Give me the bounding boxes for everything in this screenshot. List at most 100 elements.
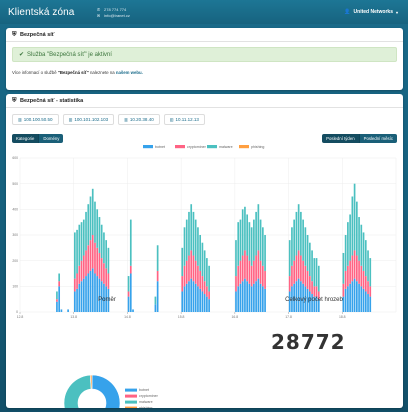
bar-botnet: [58, 286, 61, 312]
bar-cryptominer: [344, 270, 347, 289]
bar-botnet: [295, 281, 298, 312]
bar-botnet: [103, 283, 105, 312]
total-threats-value: 28772: [271, 330, 346, 354]
bar-malware: [78, 224, 81, 266]
bar-cryptominer: [185, 260, 188, 284]
tab-categories[interactable]: Kategorie: [12, 134, 40, 143]
bar-cryptominer: [201, 276, 204, 292]
top-navbar: Klientská zóna ✆ 278 774 774 ✉ info@Iran…: [0, 0, 408, 24]
bar-malware: [257, 204, 260, 251]
bar-botnet: [197, 286, 199, 312]
bar-malware: [206, 258, 208, 287]
bar-malware: [183, 227, 186, 266]
stats-panel-header: ⛨ Bezpečná síť - statistika: [6, 94, 403, 108]
bar-malware: [367, 250, 369, 282]
pie-legend-swatch: [125, 400, 137, 404]
bar-cryptominer: [358, 260, 360, 284]
bar-chart-icon: ▥: [124, 117, 128, 122]
bar-botnet: [78, 283, 81, 312]
chart-controls: Kategorie Domény Poslední týden Poslední…: [12, 131, 397, 143]
bar-cryptominer: [127, 291, 130, 297]
bar-cryptominer: [76, 273, 78, 289]
bar-cryptominer: [199, 270, 202, 289]
bar-cryptominer: [241, 255, 244, 282]
pie-legend-swatch: [125, 394, 137, 398]
bar-cryptominer: [244, 250, 246, 279]
bar-malware: [96, 209, 99, 248]
ip-button[interactable]: ▥ 10.11.12.13: [163, 114, 205, 125]
bar-malware: [73, 232, 76, 279]
chevron-down-icon: ▾: [395, 9, 398, 15]
y-tick-label: 600: [12, 156, 18, 160]
bar-botnet: [257, 278, 260, 312]
info-middle: naleznete na: [88, 70, 116, 75]
bar-malware: [87, 204, 90, 246]
bar-botnet: [306, 288, 309, 312]
period-last-week[interactable]: Poslední týden: [322, 134, 360, 143]
phone-number: 278 774 774: [104, 6, 127, 12]
bar-malware: [246, 214, 249, 256]
bar-malware: [244, 206, 246, 251]
bar-cryptominer: [194, 260, 197, 284]
ip-button[interactable]: ▥ 100.100.50.50: [12, 114, 59, 125]
bar-malware: [253, 219, 255, 261]
ip-label: 10.11.12.13: [175, 117, 199, 122]
bar-cryptominer: [192, 255, 195, 282]
bar-botnet: [154, 304, 157, 312]
bar-malware: [259, 219, 262, 261]
bar-cryptominer: [342, 283, 345, 297]
bar-cryptominer: [78, 265, 81, 284]
x-tick-label: 12.8: [17, 315, 24, 319]
bar-cryptominer: [206, 286, 208, 297]
bar-malware: [197, 227, 199, 266]
bar-malware: [194, 219, 197, 261]
info-prefix: Více informací o službě: [12, 70, 58, 75]
bar-botnet: [127, 296, 130, 312]
web-link[interactable]: našem webu.: [115, 70, 143, 75]
bar-malware: [82, 219, 85, 256]
bar-cryptominer: [237, 265, 240, 287]
y-tick-label: 100: [12, 285, 18, 289]
brand-title[interactable]: Klientská zóna: [8, 6, 75, 18]
tab-domains[interactable]: Domény: [39, 134, 64, 143]
bar-botnet: [248, 283, 251, 312]
period-last-month[interactable]: Poslední měsíc: [359, 134, 397, 143]
bar-cryptominer: [295, 255, 298, 282]
bar-malware: [369, 258, 372, 287]
bar-malware: [156, 245, 159, 271]
bar-botnet: [360, 286, 363, 312]
stats-panel: ⛨ Bezpečná síť - statistika ▥ 100.100.50.…: [6, 94, 403, 408]
bar-cryptominer: [87, 245, 90, 274]
bar-botnet: [244, 278, 246, 312]
bar-botnet: [82, 278, 85, 312]
bar-botnet: [239, 283, 242, 312]
bar-botnet: [105, 286, 108, 312]
bar-cryptominer: [197, 265, 199, 287]
view-toggle: Kategorie Domény: [12, 134, 64, 143]
bar-botnet: [73, 291, 76, 312]
user-name: United Networks: [353, 9, 393, 15]
bar-malware: [291, 227, 293, 266]
bar-malware: [94, 201, 96, 243]
bar-botnet: [237, 286, 240, 312]
ip-button[interactable]: ▥ 100.101.102.103: [62, 114, 115, 125]
ip-label: 10.20.38.40: [129, 117, 154, 122]
bar-botnet: [353, 278, 356, 312]
bar-botnet: [261, 286, 264, 312]
user-menu[interactable]: 👤 United Networks ▾: [344, 9, 398, 15]
pie-legend-swatch: [125, 388, 137, 392]
ip-label: 100.100.50.50: [23, 117, 53, 122]
bar-botnet: [91, 268, 94, 312]
y-tick-label: 200: [12, 259, 18, 263]
bar-botnet: [351, 281, 354, 312]
bar-malware: [199, 235, 202, 271]
bar-malware: [297, 204, 300, 251]
y-tick-label: 300: [12, 233, 18, 237]
bar-malware: [91, 188, 94, 235]
bar-malware: [188, 211, 190, 256]
ip-button[interactable]: ▥ 10.20.38.40: [118, 114, 160, 125]
bar-cryptominer: [308, 276, 311, 292]
contact-info: ✆ 278 774 774 ✉ info@Iranet.cz: [96, 7, 130, 18]
bar-cryptominer: [364, 276, 367, 292]
bar-botnet: [344, 288, 347, 312]
